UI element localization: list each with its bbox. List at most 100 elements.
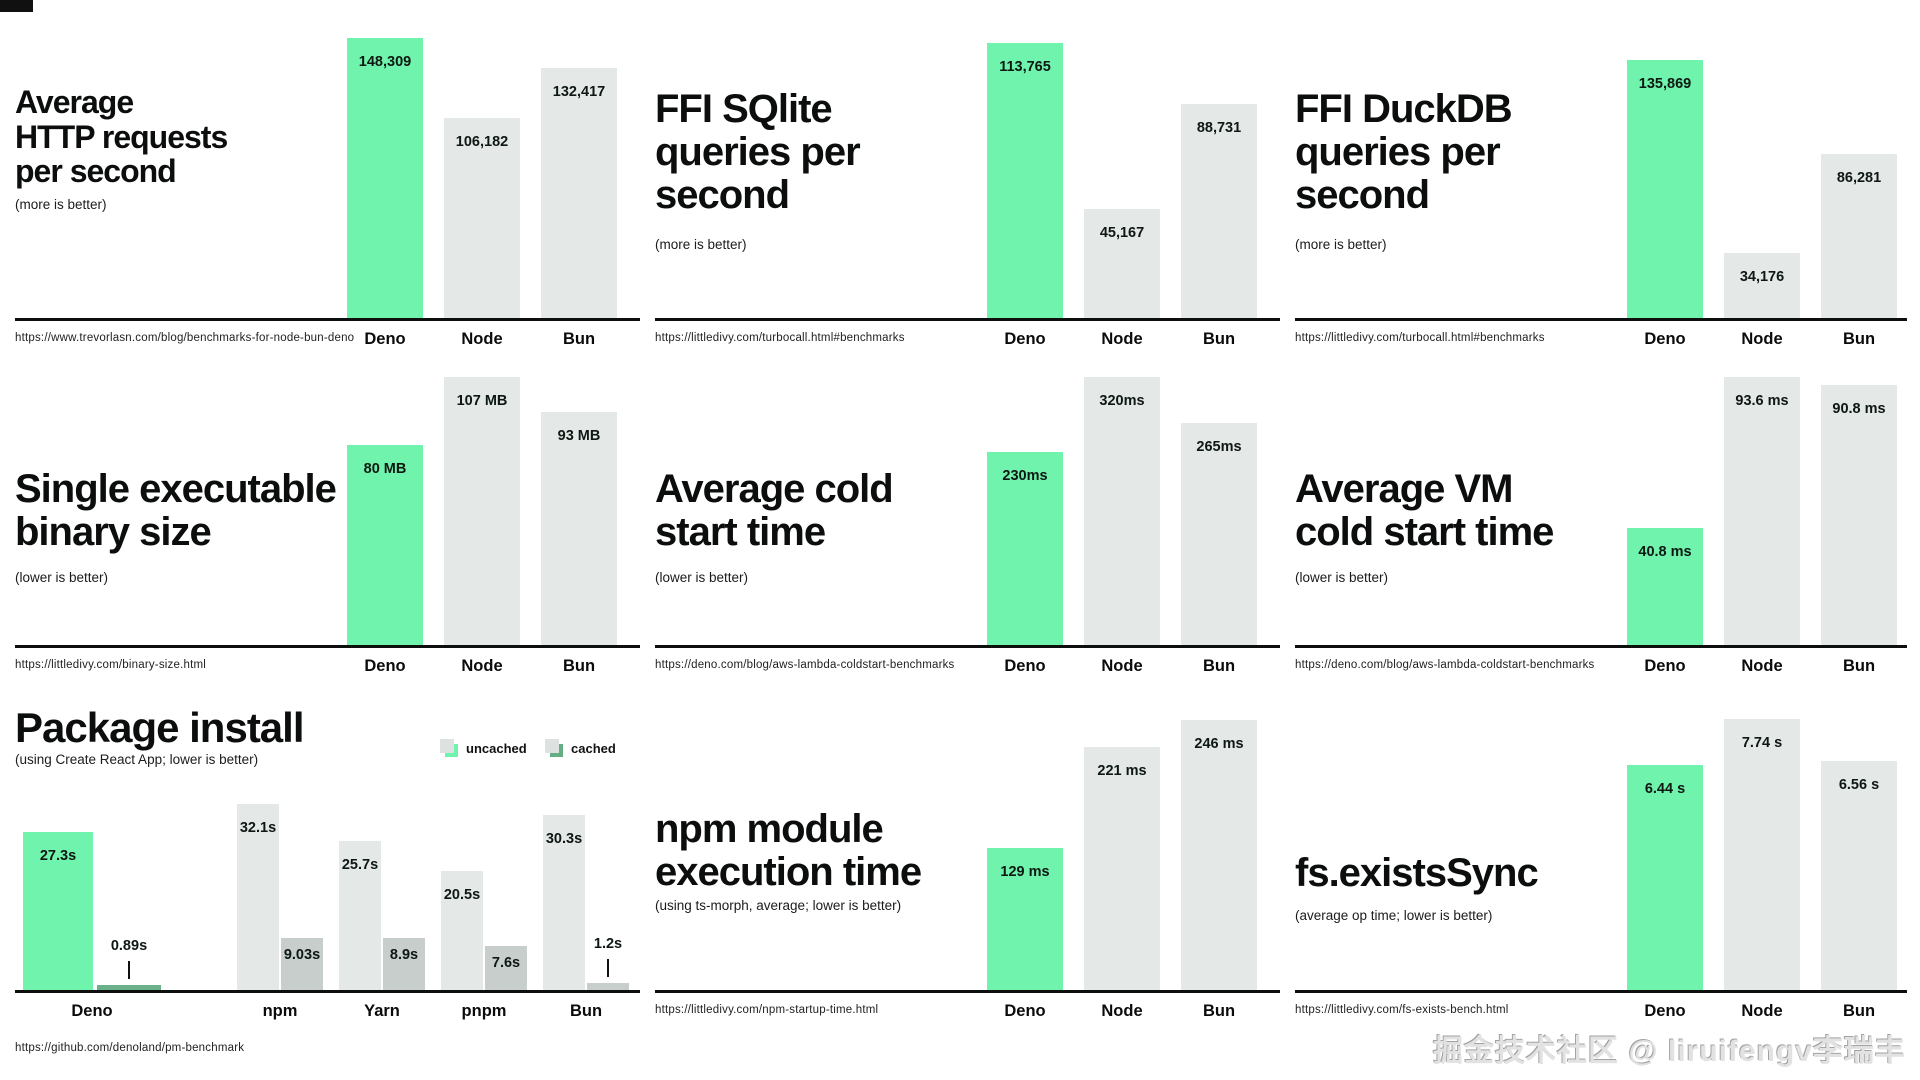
bar-bun: 6.56 s	[1821, 761, 1897, 990]
chart-subtitle: (more is better)	[655, 237, 747, 252]
bar-node: 34,176	[1724, 253, 1800, 318]
value-label: 0.89s	[110, 938, 148, 954]
axis-line	[655, 645, 1280, 648]
category-label-yarn: Yarn	[364, 1002, 400, 1020]
value-label: 6.56 s	[1838, 777, 1880, 793]
value-label: 7.6s	[491, 955, 521, 971]
bar-node: 320ms	[1084, 377, 1160, 645]
bar-bun-uncached: 30.3s	[543, 815, 585, 990]
bar-node: 45,167	[1084, 209, 1160, 318]
category-label-bun: Bun	[562, 657, 596, 675]
value-label: 7.74 s	[1741, 735, 1783, 751]
category-label-deno: Deno	[1004, 1002, 1046, 1020]
axis-line	[1295, 990, 1907, 993]
category-label-deno: Deno	[1644, 330, 1686, 348]
source-url: https://deno.com/blog/aws-lambda-coldsta…	[655, 659, 955, 671]
category-label-bun: Bun	[1202, 330, 1236, 348]
chart-subtitle: (average op time; lower is better)	[1295, 908, 1493, 923]
title-line: HTTP requests	[15, 118, 228, 155]
legend-cached: cached	[545, 738, 616, 758]
value-label: 93.6 ms	[1735, 393, 1789, 409]
value-label: 1.2s	[593, 936, 623, 952]
category-label-bun: Bun	[1202, 657, 1236, 675]
value-label: 129 ms	[1000, 864, 1050, 880]
chart-c5: Average cold start time (lower is better) h…	[655, 352, 1280, 725]
title-line: start time	[655, 510, 826, 555]
source-url: https://littledivy.com/npm-startup-time.…	[655, 1004, 879, 1016]
category-label-npm: npm	[262, 1002, 298, 1020]
bar-yarn-cached: 8.9s	[383, 938, 425, 990]
title-line: second	[655, 173, 790, 218]
category-label-bun: Bun	[1842, 330, 1876, 348]
bar-bun: 88,731	[1181, 104, 1257, 318]
title-line: binary size	[15, 510, 212, 555]
chart-subtitle: (lower is better)	[655, 570, 749, 585]
chart-subtitle: (more is better)	[15, 197, 107, 212]
category-label-pnpm: pnpm	[461, 1002, 507, 1020]
title-line: npm module	[655, 807, 884, 851]
value-label: 148,309	[358, 54, 412, 70]
bar-bun: 90.8 ms	[1821, 385, 1897, 645]
category-label-node: Node	[461, 657, 503, 675]
value-label: 246 ms	[1194, 736, 1244, 752]
value-label: 88,731	[1196, 120, 1242, 136]
value-label: 25.7s	[341, 857, 379, 873]
category-label-node: Node	[1741, 657, 1783, 675]
title-line: Single executable	[15, 467, 337, 511]
bar-node: 106,182	[444, 118, 520, 318]
source-url: https://littledivy.com/binary-size.html	[15, 659, 207, 671]
bar-node: 93.6 ms	[1724, 377, 1800, 645]
chart-c2: FFI SQlite queries per second (more is bett…	[655, 0, 1280, 398]
category-label-node: Node	[1101, 330, 1143, 348]
bar-pnpm-cached: 7.6s	[485, 946, 527, 990]
axis-line	[15, 318, 640, 321]
tick-mark	[128, 961, 130, 979]
category-label-node: Node	[1101, 657, 1143, 675]
category-label-deno: Deno	[364, 657, 406, 675]
chart-c6: Average VM cold start time (lower is bette…	[1295, 352, 1907, 725]
bar-bun: 93 MB	[541, 412, 617, 645]
value-label: 86,281	[1836, 170, 1882, 186]
axis-line	[655, 990, 1280, 993]
title-line: queries per	[1295, 130, 1501, 175]
title-line: FFI DuckDB	[1295, 87, 1513, 131]
chart-title: FFI SQlite queries per second	[655, 87, 861, 218]
chart-title: Package install	[15, 705, 304, 751]
bar-deno: 6.44 s	[1627, 765, 1703, 990]
legend-swatch-cached-icon	[545, 738, 564, 758]
bar-bun-cached	[587, 983, 629, 990]
top-left-mark	[0, 0, 33, 12]
axis-line	[1295, 318, 1907, 321]
value-label: 32.1s	[239, 820, 277, 836]
category-label-deno: Deno	[71, 1002, 113, 1020]
category-label-bun: Bun	[569, 1002, 603, 1020]
source-url: https://littledivy.com/turbocall.html#be…	[655, 332, 905, 344]
category-label-deno: Deno	[364, 330, 406, 348]
category-label-bun: Bun	[1842, 1002, 1876, 1020]
value-label: 113,765	[999, 59, 1051, 75]
bar-deno: 113,765	[987, 43, 1063, 318]
legend-label: cached	[571, 740, 616, 756]
watermark: 掘金技术社区 @ liruifengv李瑞丰	[1433, 1035, 1906, 1068]
value-label: 40.8 ms	[1638, 544, 1692, 560]
legend-uncached: uncached	[440, 738, 527, 758]
category-label-node: Node	[1741, 330, 1783, 348]
category-label-deno: Deno	[1644, 1002, 1686, 1020]
title-line: Average VM	[1295, 467, 1514, 511]
title-line: per second	[15, 153, 177, 190]
chart-title: npm module execution time	[655, 807, 922, 894]
chart-c8: npm module execution time (using ts-morph,…	[655, 680, 1280, 1070]
value-label: 6.44 s	[1644, 781, 1686, 797]
category-label-node: Node	[1741, 1002, 1783, 1020]
category-label-bun: Bun	[1202, 1002, 1236, 1020]
value-label: 27.3s	[39, 848, 77, 864]
chart-c7: Package install (using Create React App; …	[15, 680, 640, 1070]
value-label: 8.9s	[389, 947, 419, 963]
value-label: 34,176	[1739, 269, 1785, 285]
category-label-deno: Deno	[1004, 330, 1046, 348]
category-label-bun: Bun	[1842, 657, 1876, 675]
chart-c4: Single executable binary size (lower is be…	[15, 352, 640, 725]
title-line: fs.existsSync	[1295, 851, 1539, 895]
bar-yarn-uncached: 25.7s	[339, 841, 381, 990]
chart-c1: Average HTTP requests per second (more is b…	[15, 0, 640, 398]
